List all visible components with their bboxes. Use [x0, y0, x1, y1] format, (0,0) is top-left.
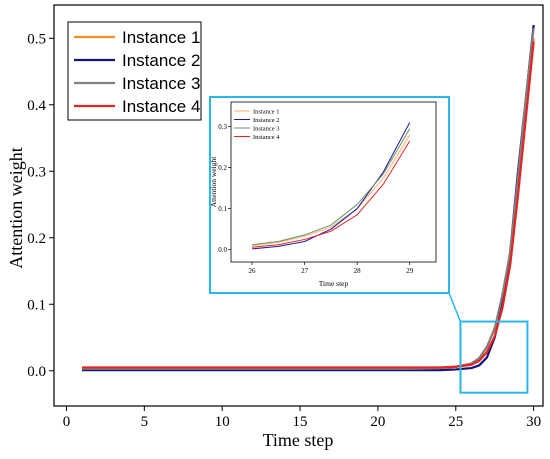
legend-label-instance-2: Instance 2: [122, 51, 200, 70]
inset-axes-frame: [230, 101, 437, 263]
inset-y-tick-label: 0.1: [218, 205, 227, 213]
legend-box: [67, 21, 202, 121]
x-tick-label: 30: [526, 414, 541, 430]
inset-series-line-instance-4: [251, 140, 411, 248]
x-tick-label: 0: [63, 414, 71, 430]
main-plot-frame: [53, 4, 544, 407]
zoom-connector-line: [448, 292, 462, 322]
inset-y-tick-label: 0.2: [218, 164, 227, 172]
x-tick-label: 10: [215, 414, 230, 430]
y-tick-label: 0.2: [27, 231, 46, 247]
legend-label-instance-4: Instance 4: [122, 97, 200, 116]
y-tick-label: 0.3: [27, 164, 46, 180]
y-tick-label: 0.0: [27, 364, 46, 380]
inset-y-axis-title: Attention weight: [209, 156, 218, 208]
x-tick-label: 25: [448, 414, 463, 430]
inset-x-axis-title: Time step: [319, 279, 349, 288]
x-tick-label: 15: [293, 414, 308, 430]
main-legend: Instance 1 Instance 2 Instance 3 Instance 4: [67, 21, 202, 121]
inset-legend-label: Instance 3: [253, 125, 280, 132]
y-axis-title: Attention weight: [6, 147, 26, 268]
y-tick-label: 0.4: [27, 98, 46, 114]
inset-y-tick-label: 0.3: [218, 123, 227, 131]
zoom-callout: [448, 292, 529, 394]
y-tick-label: 0.1: [27, 297, 46, 313]
x-tick-label: 5: [141, 414, 149, 430]
series-line-instance-4: [82, 41, 535, 369]
inset-x-tick-label: 26: [249, 267, 257, 275]
inset-series-line-instance-2: [251, 122, 411, 250]
inset-series-line-instance-3: [251, 128, 411, 246]
inset-frame: [209, 96, 450, 294]
inset-x-tick-label: 27: [301, 267, 309, 275]
inset-legend-label: Instance 4: [253, 134, 280, 141]
y-tick-label: 0.5: [27, 31, 46, 47]
inset-y-tick-label: 0.0: [218, 246, 227, 254]
series-line-instance-3: [82, 28, 535, 370]
inset-x-tick-label: 28: [354, 267, 362, 275]
inset-plot: 26 27 28 29 0.0 0.1 0.2 0.3 Time step Attention w…: [209, 96, 450, 294]
x-axis-title: Time step: [263, 430, 334, 450]
inset-legend-label: Instance 1: [253, 108, 280, 115]
x-tick-label: 20: [370, 414, 385, 430]
inset-series-line-instance-1: [251, 134, 411, 247]
legend-label-instance-3: Instance 3: [122, 74, 200, 93]
zoom-region-box: [459, 320, 529, 394]
inset-legend-label: Instance 2: [253, 117, 280, 124]
legend-label-instance-1: Instance 1: [122, 28, 200, 47]
inset-x-tick-label: 29: [406, 267, 414, 275]
main-plot: 0 5 10 15 20 25 30 0.0 0.1 0.2 0.3 0.4 0.5: [27, 4, 544, 430]
